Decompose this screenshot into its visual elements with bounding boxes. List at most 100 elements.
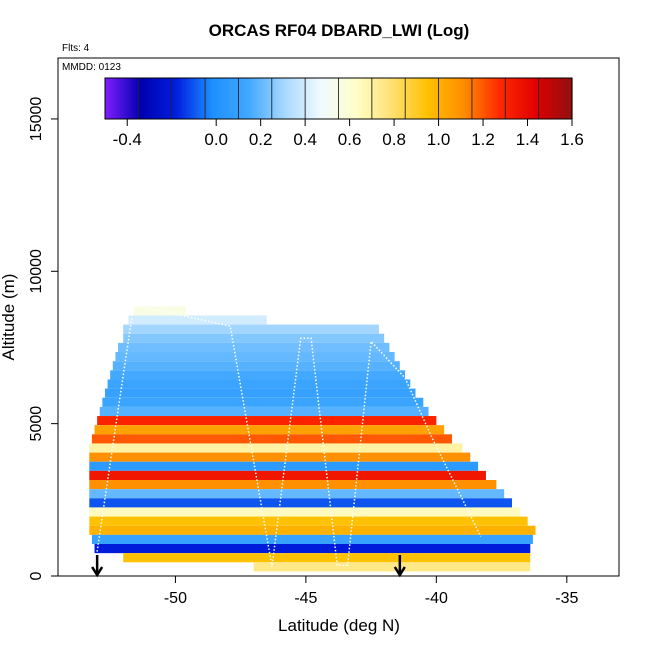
colorbar-segment [147,78,151,119]
heatmap-cell [99,406,429,417]
down-arrow-icon [393,555,406,578]
colorbar-segment [347,78,351,119]
date-label: MMDD: 0123 [62,62,121,73]
colorbar-segment [391,78,395,119]
colorbar-segment [354,78,357,119]
colorbar-segment [158,78,162,119]
colorbar-segment [440,78,444,119]
colorbar-segment [205,78,208,119]
colorbar-segment [162,78,166,119]
colorbar-segment [340,78,344,119]
colorbar-segment [378,78,382,119]
colorbar-segment [409,78,413,119]
colorbar-segment [543,78,546,119]
heatmap-cell [91,434,453,444]
colorbar-segment [556,78,560,119]
colorbar-segment [505,78,509,119]
colorbar-segment [116,78,119,119]
colorbar-segment [298,78,302,119]
colorbar-segment [458,78,462,119]
y-tick-label: 10000 [28,249,45,294]
colorbar-segment [138,78,142,119]
colorbar-segment [105,78,108,119]
colorbar-segment [131,78,135,119]
colorbar-segment [285,78,288,119]
x-tick-label: -40 [425,590,448,607]
colorbar-segment [225,78,228,119]
colorbar-segment [120,78,124,119]
colorbar-segment [327,78,331,119]
heatmap-cell [89,489,505,499]
colorbar-segment [305,78,308,119]
colorbar-segment [411,78,415,119]
colorbar-segment [142,78,146,119]
colorbar-segment [540,78,544,119]
sounding-arrows [91,555,406,578]
colorbar-segment [423,78,426,119]
heatmap-cell [115,352,395,362]
heatmap-cell [89,507,520,517]
colorbar-segment [156,78,159,119]
colorbar-segment [362,78,366,119]
colorbar-segment [291,78,295,119]
x-tick-label: -50 [164,590,187,607]
colorbar-segment [451,78,455,119]
colorbar-segment [218,78,222,119]
colorbar-segment [256,78,260,119]
colorbar-segment [213,78,217,119]
colorbar-segment [276,78,280,119]
colorbar-segment [480,78,484,119]
colorbar-segment [231,78,235,119]
colorbar-segment [427,78,431,119]
colorbar-segment [245,78,248,119]
colorbar-segment [282,78,286,119]
colorbar-segment [165,78,168,119]
colorbar-segment [358,78,362,119]
colorbar-segment [334,78,337,119]
colorbar-segment [400,78,404,119]
chart-title: ORCAS RF04 DBARD_LWI (Log) [209,21,470,40]
colorbar-segment [503,78,506,119]
colorbar-segment [520,78,524,119]
heatmap-cell [133,306,186,316]
colorbar-segment [538,78,542,119]
colorbar-segment [113,78,117,119]
colorbar-segment [407,78,411,119]
colorbar-tick-label: 0.8 [382,130,406,149]
colorbar-segment [182,78,186,119]
colorbar-segment [456,78,460,119]
colorbar-segment [198,78,202,119]
colorbar-segment [160,78,164,119]
colorbar-segment [153,78,157,119]
colorbar-segment [418,78,422,119]
heatmap-cell [89,443,463,453]
colorbar-segment [289,78,293,119]
colorbar-segment [191,78,195,119]
colorbar-segment [296,78,300,119]
heatmap-cell [89,480,497,490]
colorbar-segment [309,78,313,119]
colorbar-segment [545,78,549,119]
arrow-head [393,566,406,578]
heatmap-cell [89,525,536,535]
colorbar-segment [498,78,502,119]
colorbar-segment [554,78,558,119]
colorbar-segment [196,78,199,119]
y-axis-label: Altitude (m) [0,274,18,361]
colorbar-segment [469,78,473,119]
colorbar-segment [523,78,526,119]
colorbar-segment [516,78,520,119]
colorbar-segment [249,78,253,119]
colorbar-segment [180,78,184,119]
colorbar-segment [316,78,320,119]
colorbar-segment [536,78,540,119]
colorbar-segment [478,78,482,119]
colorbar-segment [274,78,277,119]
colorbar-segment [118,78,122,119]
colorbar-segment [287,78,291,119]
colorbar-segment [454,78,457,119]
colorbar-segment [227,78,231,119]
heatmap-cell [97,416,437,426]
colorbar-segment [262,78,266,119]
colorbar-segment [211,78,215,119]
